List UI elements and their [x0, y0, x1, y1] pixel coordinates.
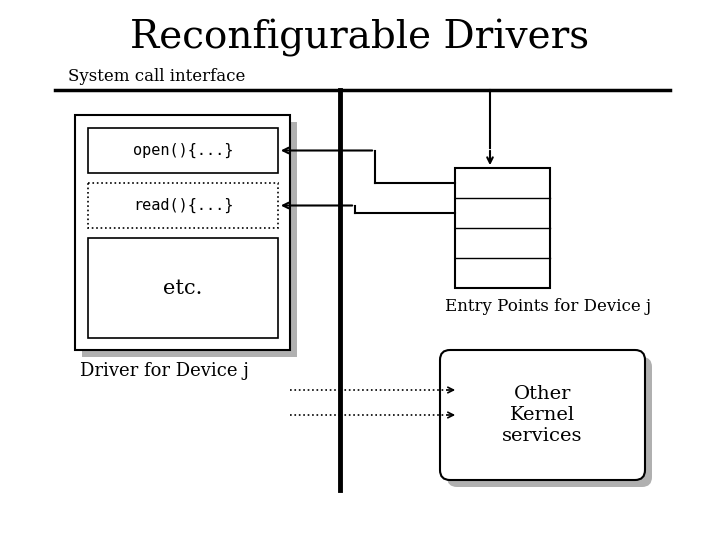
FancyBboxPatch shape — [447, 357, 652, 487]
Text: open(){...}: open(){...} — [132, 143, 233, 158]
FancyBboxPatch shape — [440, 350, 645, 480]
Bar — [88, 183, 278, 228]
Bar — [75, 115, 290, 350]
Bar — [88, 128, 278, 173]
Text: read(){...}: read(){...} — [132, 198, 233, 213]
Text: System call interface: System call interface — [68, 68, 246, 85]
Bar — [82, 122, 297, 357]
Text: etc.: etc. — [163, 279, 203, 298]
Text: Reconfigurable Drivers: Reconfigurable Drivers — [130, 19, 590, 57]
Bar — [455, 168, 550, 288]
Text: Other
Kernel
services: Other Kernel services — [503, 385, 582, 445]
Text: Entry Points for Device j: Entry Points for Device j — [445, 298, 651, 315]
Bar — [88, 238, 278, 338]
Text: Driver for Device j: Driver for Device j — [80, 362, 249, 380]
